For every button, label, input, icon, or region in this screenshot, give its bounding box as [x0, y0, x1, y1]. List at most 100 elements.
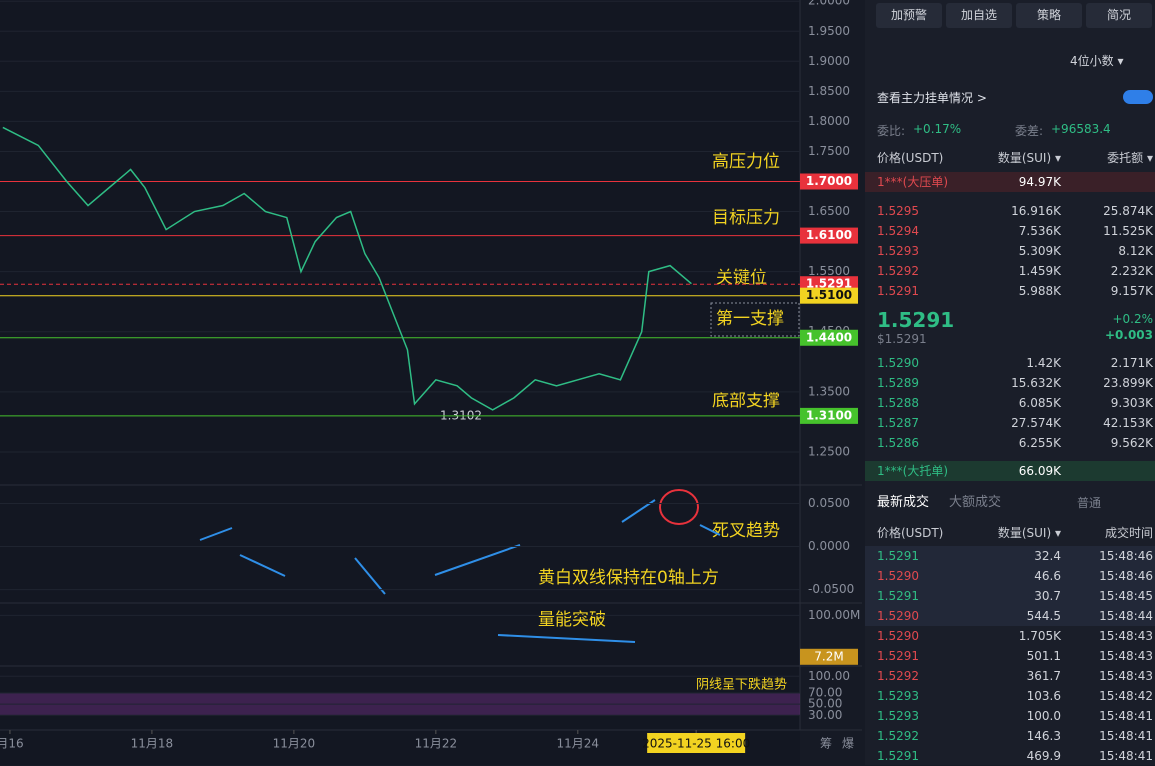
cell: 15:48:45	[1099, 589, 1153, 603]
filter: 普通	[1077, 496, 1102, 510]
y-tick-label: 1.7500	[808, 144, 850, 158]
annotation: 关键位	[716, 268, 767, 288]
cell: 1.5293	[877, 709, 919, 723]
cell: 66.09K	[1018, 464, 1061, 478]
decimals: 4位小数 ▾	[1070, 54, 1124, 68]
level-tag	[800, 227, 858, 244]
tab[interactable]: 大额成交	[949, 495, 1002, 510]
cell: 5.309K	[1018, 244, 1061, 258]
ask-row: 1.5295 16.916K 25.874K	[865, 201, 1155, 221]
big-bid: 1***(大托单) 66.09K	[865, 461, 1155, 481]
y-tick-label: 1.3500	[808, 384, 850, 398]
level-label: 1.5291	[806, 277, 852, 291]
bid-row: 1.5290 1.42K 2.171K	[865, 353, 1155, 373]
cell: 1.5292	[877, 729, 919, 743]
trade-row: 1.5291 469.9 15:48:41	[865, 746, 1155, 766]
cell: 15:48:42	[1099, 689, 1153, 703]
cell: 15:48:43	[1099, 629, 1153, 643]
cell: 544.5	[1026, 609, 1061, 623]
button[interactable]: 简况	[1086, 3, 1152, 28]
cell: 1.5292	[877, 264, 919, 278]
cell: 1.5293	[877, 689, 919, 703]
y-tick-label: 70.00	[808, 685, 842, 699]
trade-row: 1.5290 46.6 15:48:46	[865, 566, 1155, 586]
cell: 2.232K	[1110, 264, 1153, 278]
cell: 146.3	[1026, 729, 1061, 743]
last-price: 1.5291	[877, 308, 955, 332]
level-label: 1.6100	[806, 228, 852, 242]
x-tick-label: 11月22	[415, 737, 458, 751]
button[interactable]: 加自选	[946, 3, 1012, 28]
cell: 成交时间	[1104, 526, 1153, 540]
book-header: 价格(USDT) 数量(SUI) ▾ 委托额 ▾	[865, 148, 1155, 168]
button[interactable]: 策略	[1016, 3, 1082, 28]
cell: 1.5291	[877, 549, 919, 563]
annotation: 黄白双线保持在0轴上方	[538, 568, 719, 588]
y-tick-label: 30.00	[808, 708, 842, 722]
diff-label: 委差:	[1015, 124, 1044, 138]
annotation: 死叉趋势	[712, 521, 780, 541]
cell: 1.5295	[877, 204, 919, 218]
cell: 9.157K	[1110, 284, 1153, 298]
plot-bg	[0, 0, 800, 765]
cell: 1.5291	[877, 589, 919, 603]
cell: 1.5293	[877, 244, 919, 258]
cell: 32.4	[1034, 549, 1061, 563]
ratio-label: 委比:	[877, 124, 906, 138]
cell: 15:48:43	[1099, 649, 1153, 663]
cell: 15:48:41	[1099, 709, 1153, 723]
cell: 7.536K	[1018, 224, 1061, 238]
cell: 6.255K	[1018, 436, 1061, 450]
cell: 价格(USDT)	[877, 526, 944, 540]
trade-row: 1.5292 146.3 15:48:41	[865, 726, 1155, 746]
annotation: 目标压力	[712, 208, 780, 228]
cell: 2.171K	[1110, 356, 1153, 370]
cell: 15.632K	[1011, 376, 1061, 390]
y-tick-label: 100.00	[808, 669, 850, 683]
annotation: 底部支撑	[712, 391, 780, 411]
bid-row: 1.5286 6.255K 9.562K	[865, 433, 1155, 453]
side-panel: 加预警 加自选 策略 简况 4位小数 ▾ 查看主力挂单情况 > 委比: +0.17% 委差: +9…	[865, 0, 1155, 765]
bid-row: 1.5288 6.085K 9.303K	[865, 393, 1155, 413]
annotation-box	[710, 302, 800, 337]
chart-area: 高压力位 目标压力 关键位 第一支撑 底部支撑 1.3102 死叉趋势 黄白双线…	[0, 0, 862, 765]
cell: 15:48:46	[1099, 549, 1153, 563]
ask-row: 1.5291 5.988K 9.157K	[865, 281, 1155, 301]
y-tick-label: 1.5500	[808, 264, 850, 278]
cell: 15:48:41	[1099, 729, 1153, 743]
level-tag	[800, 287, 858, 304]
cell: 数量(SUI) ▾	[997, 526, 1061, 540]
cell: 46.6	[1034, 569, 1061, 583]
trade-row: 1.5292 361.7 15:48:43	[865, 666, 1155, 686]
y-tick-label: 1.8500	[808, 84, 850, 98]
cell: 1.5289	[877, 376, 919, 390]
trade-row: 1.5291 30.7 15:48:45	[865, 586, 1155, 606]
diff: +96583.4	[1051, 122, 1111, 136]
cell: 9.562K	[1110, 436, 1153, 450]
big-ask: 1***(大压单) 94.97K	[865, 172, 1155, 192]
arrows	[199, 499, 721, 643]
level-tag	[800, 329, 858, 346]
cell: 1.5287	[877, 416, 919, 430]
cell: 9.303K	[1110, 396, 1153, 410]
cell: 1.5291	[877, 749, 919, 763]
cell: 1.5286	[877, 436, 919, 450]
ratio: +0.17%	[913, 122, 962, 136]
cell: 361.7	[1026, 669, 1061, 683]
level-label: 1.7000	[806, 174, 852, 188]
x-tag	[647, 733, 746, 753]
cell: 1.459K	[1018, 264, 1061, 278]
y-tick-label: 0.0000	[808, 539, 850, 553]
ask-row: 1.5294 7.536K 11.525K	[865, 221, 1155, 241]
tab[interactable]: 最新成交	[877, 495, 930, 510]
cell: 469.9	[1026, 749, 1061, 763]
depth-link[interactable]: 查看主力挂单情况 >	[877, 91, 987, 105]
button[interactable]: 加预警	[876, 3, 942, 28]
cell: 委托额 ▾	[1107, 151, 1153, 165]
cell: 1.705K	[1018, 629, 1061, 643]
cell: 15:48:46	[1099, 569, 1153, 583]
y-tick-label: 2.0000	[808, 0, 850, 8]
cell: 15:48:44	[1099, 609, 1153, 623]
cell: 6.085K	[1018, 396, 1061, 410]
cell: 15:48:43	[1099, 669, 1153, 683]
